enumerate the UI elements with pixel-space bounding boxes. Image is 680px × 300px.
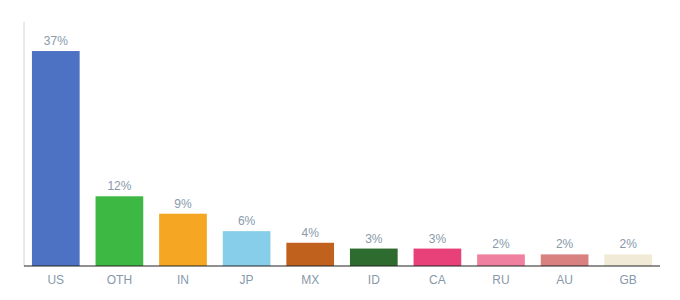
x-tick-label: US <box>47 273 64 287</box>
data-label: 2% <box>556 237 574 251</box>
data-label: 3% <box>365 232 383 246</box>
bar <box>604 254 652 266</box>
data-label: 2% <box>492 237 510 251</box>
bar <box>32 51 80 266</box>
x-tick-label: GB <box>620 273 637 287</box>
data-label: 9% <box>174 197 192 211</box>
x-tick-label: JP <box>240 273 254 287</box>
data-label: 3% <box>429 232 447 246</box>
bar <box>541 254 589 266</box>
y-axis-line <box>24 22 25 266</box>
x-tick-label: MX <box>301 273 319 287</box>
data-label: 4% <box>302 226 320 240</box>
bar <box>96 196 144 266</box>
bars <box>32 51 652 266</box>
chart-container: US OTH IN JP MX ID CA RU AU GB 37% 12% 9% 6% 4% 3% 3% 2% 2… <box>0 0 680 300</box>
x-tick-label: IN <box>177 273 189 287</box>
x-tick-label: ID <box>368 273 380 287</box>
x-tick-label: RU <box>492 273 509 287</box>
x-tick-label: AU <box>556 273 573 287</box>
bar <box>286 243 334 266</box>
bar <box>477 254 525 266</box>
x-tick-label: OTH <box>107 273 132 287</box>
bar <box>159 214 207 266</box>
chart-svg: US OTH IN JP MX ID CA RU AU GB 37% 12% 9% 6% 4% 3% 3% 2% 2… <box>0 0 680 300</box>
bar <box>350 249 398 266</box>
bar <box>414 249 462 266</box>
x-tick-labels: US OTH IN JP MX ID CA RU AU GB <box>47 273 636 287</box>
data-label: 12% <box>107 179 131 193</box>
x-axis-line <box>24 265 660 266</box>
bar <box>223 231 271 266</box>
data-labels: 37% 12% 9% 6% 4% 3% 3% 2% 2% 2% <box>44 34 637 251</box>
data-label: 6% <box>238 214 256 228</box>
data-label: 37% <box>44 34 68 48</box>
data-label: 2% <box>620 237 638 251</box>
x-tick-label: CA <box>429 273 446 287</box>
